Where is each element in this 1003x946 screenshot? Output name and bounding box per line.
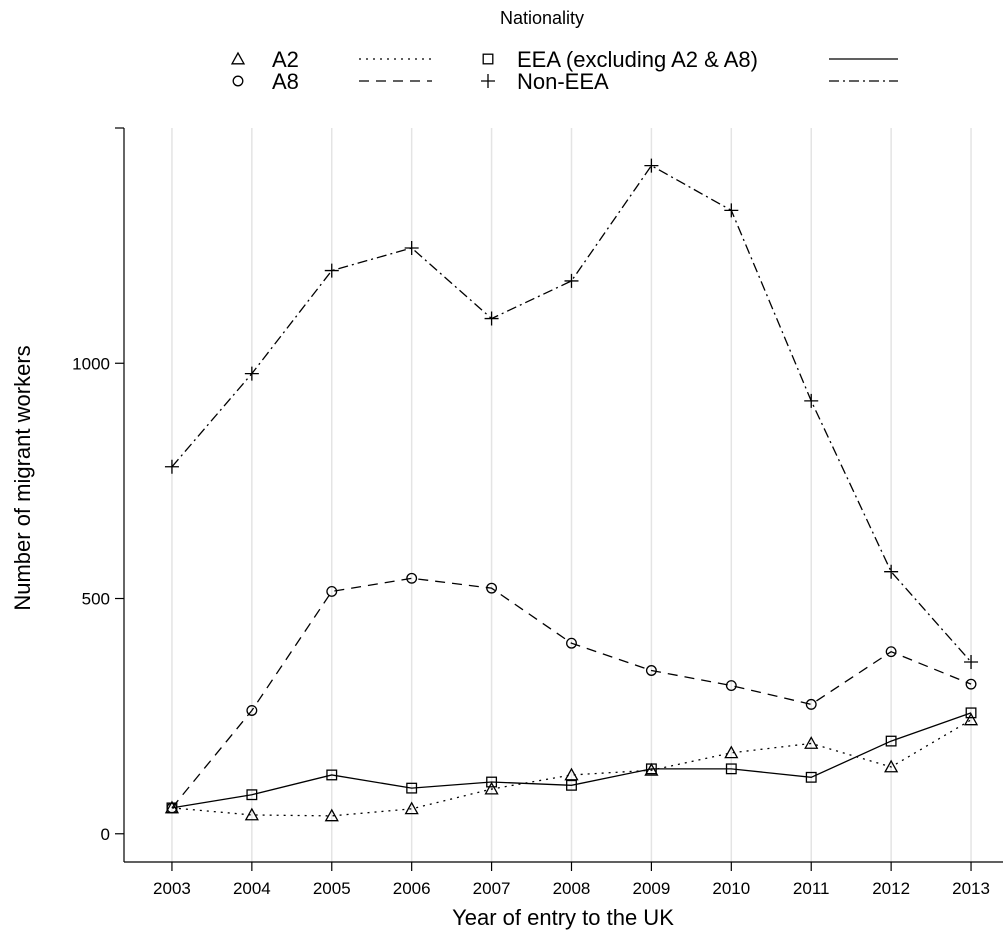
data-point-plus (484, 311, 499, 326)
data-point-square (326, 769, 338, 781)
x-tick-label: 2005 (313, 879, 351, 898)
data-point-plus (884, 564, 899, 579)
data-point-circle (566, 637, 577, 649)
y-axis-title: Number of migrant workers (10, 345, 35, 610)
series (164, 158, 979, 822)
data-point-circle (965, 678, 977, 690)
x-tick-label: 2006 (393, 879, 431, 898)
data-point-plus (964, 655, 979, 670)
data-point-square (645, 763, 657, 775)
data-point-square (246, 789, 258, 801)
axes (123, 128, 1003, 863)
data-point-square (566, 779, 577, 791)
data-point-square (965, 707, 977, 719)
data-point-circle (246, 705, 258, 716)
x-tick-label: 2004 (233, 879, 271, 898)
data-point-circle (805, 698, 817, 710)
legend-label: EEA (excluding A2 & A8) (517, 47, 758, 72)
data-point-square (486, 776, 498, 788)
x-tick-label: 2009 (632, 879, 670, 898)
series-line (171, 577, 972, 809)
series-line (171, 719, 972, 817)
x-tick-label: 2013 (952, 879, 990, 898)
data-point-plus (804, 393, 819, 408)
legend-title: Nationality (500, 8, 584, 28)
legend-item: Non-EEA (481, 69, 898, 94)
data-point-square (805, 771, 817, 783)
data-point-plus (564, 273, 579, 288)
data-point-triangle (404, 801, 419, 815)
data-point-plus (404, 240, 419, 255)
x-tick-label: 2003 (153, 879, 191, 898)
y-tick-label: 0 (101, 825, 110, 844)
legend-marker-triangle (230, 51, 246, 65)
data-point-circle (885, 646, 897, 658)
data-point-circle (326, 586, 338, 597)
data-point-circle (486, 582, 498, 594)
data-point-plus (724, 203, 739, 218)
data-point-triangle (244, 807, 259, 821)
x-tick-label: 2011 (793, 879, 830, 898)
data-point-plus (244, 366, 259, 381)
data-point-triangle (564, 767, 579, 781)
series-eea-excluding-a2-a8 (166, 707, 977, 814)
legend-marker-square (482, 53, 494, 65)
data-point-triangle (724, 745, 739, 759)
data-point-triangle (884, 759, 899, 773)
data-point-triangle (484, 781, 499, 795)
series-line (171, 164, 972, 663)
data-point-square (406, 782, 418, 794)
data-point-plus (644, 158, 659, 173)
legend-item: A8 (232, 69, 432, 94)
ticks: 2003 2004 2005 2006 2007 2008 2009 2010 2011 2012… (72, 127, 990, 898)
legend-label: Non-EEA (517, 69, 609, 94)
data-point-plus (324, 263, 339, 278)
x-tick-label: 2007 (473, 879, 511, 898)
legend-marker-plus (481, 74, 495, 88)
x-tick-label: 2010 (712, 879, 750, 898)
data-point-circle (406, 572, 418, 584)
legend-item: A2 (230, 47, 432, 72)
data-point-plus (164, 459, 179, 474)
y-tick-label: 1000 (72, 354, 110, 373)
x-axis-title: Year of entry to the UK (452, 905, 674, 930)
data-point-square (885, 735, 897, 747)
series-non-eea (164, 158, 979, 670)
data-point-square (725, 763, 737, 775)
data-point-circle (645, 665, 657, 676)
x-tick-label: 2008 (553, 879, 591, 898)
data-point-triangle (324, 808, 339, 822)
data-point-triangle (963, 712, 979, 726)
legend-label: A2 (272, 47, 299, 72)
data-point-triangle (804, 736, 819, 749)
y-tick-label: 500 (82, 590, 110, 609)
grid (171, 128, 972, 862)
legend-item: EEA (excluding A2 & A8) (482, 47, 898, 72)
x-tick-label: 2012 (872, 879, 910, 898)
legend-marker-circle (232, 75, 244, 87)
data-point-circle (725, 680, 737, 692)
series-line (171, 712, 972, 809)
data-point-square (166, 802, 178, 814)
legend-label: A8 (272, 69, 299, 94)
